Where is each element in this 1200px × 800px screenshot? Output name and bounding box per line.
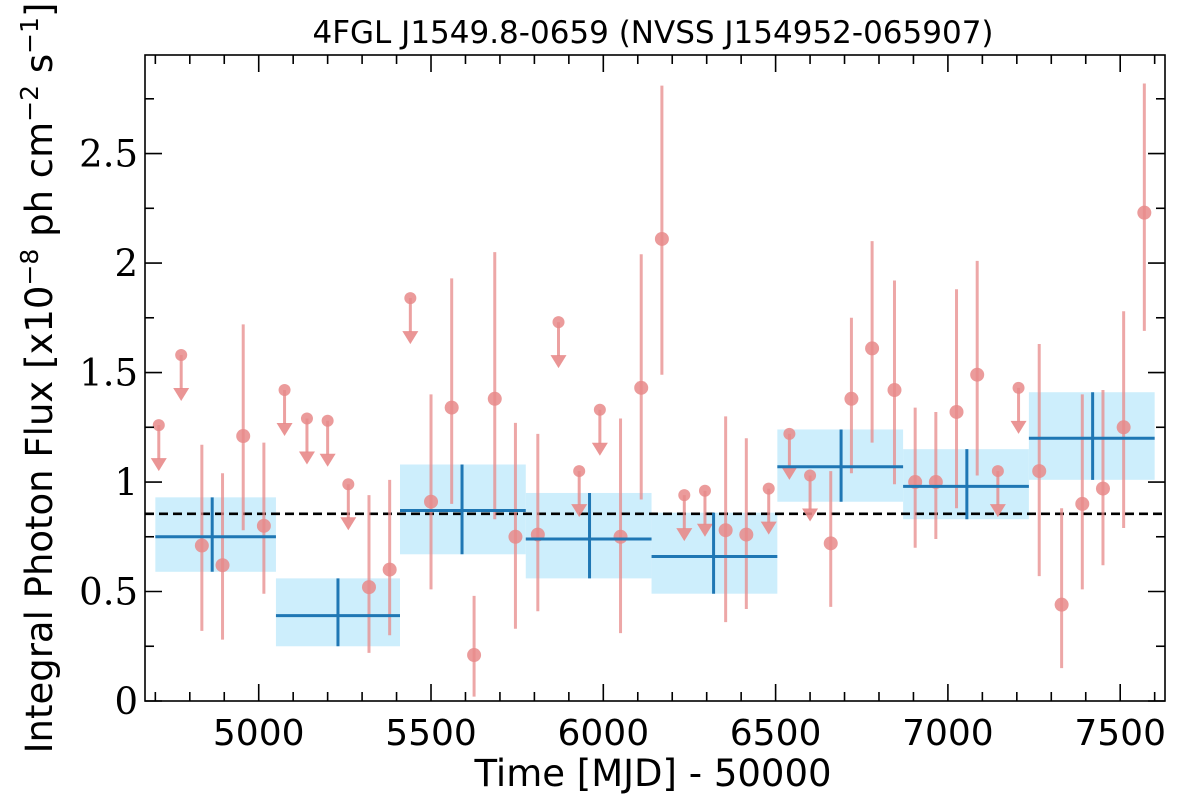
upper-limit-arrowhead	[150, 458, 167, 472]
upper-limit-arrowhead	[402, 331, 419, 345]
y-axis-label-main: Integral Photon Flux [x10	[18, 286, 61, 754]
y-tick-label: 2	[114, 242, 138, 285]
detection-point	[654, 231, 669, 246]
upper-limit-point	[593, 403, 606, 416]
x-tick-label: 6000	[557, 713, 649, 754]
detection-point	[444, 400, 459, 415]
bin-uncertainty-box	[155, 497, 276, 572]
upper-limit-point	[698, 484, 711, 497]
upper-limit-arrowhead	[676, 528, 693, 542]
upper-limit-point	[175, 349, 188, 362]
detection-point	[487, 391, 502, 406]
chart-title: 4FGL J1549.8-0659 (NVSS J154952-065907)	[312, 15, 993, 51]
upper-limit-point	[991, 465, 1004, 478]
y-axis-label: Integral Photon Flux [x10−8 ph cm−2 s−1]	[15, 3, 61, 754]
upper-limit-point	[783, 427, 796, 440]
upper-limit-arrowhead	[571, 504, 588, 518]
upper-limit-point	[762, 482, 775, 495]
detection-point	[739, 527, 754, 542]
upper-limit-arrowhead	[319, 453, 336, 467]
upper-limit-point	[573, 465, 586, 478]
y-axis-label-exp-area: −2	[15, 85, 44, 122]
x-tick-label: 7000	[902, 713, 994, 754]
upper-limit-point	[300, 412, 313, 425]
detection-point	[634, 380, 649, 395]
detection-point	[236, 429, 251, 444]
upper-limit-arrowhead	[802, 508, 819, 522]
detection-point	[1054, 597, 1069, 612]
binned-flux-fill-layer	[155, 392, 1155, 647]
detection-point	[1116, 420, 1131, 435]
detection-point	[1137, 205, 1152, 220]
upper-limit-arrowhead	[591, 442, 608, 456]
detection-point	[970, 367, 985, 382]
y-axis-label-close: ]	[18, 3, 61, 17]
y-tick-label: 0.5	[79, 571, 138, 614]
detection-point	[949, 404, 964, 419]
y-tick-label: 1.5	[79, 352, 138, 395]
upper-limit-point	[552, 316, 565, 329]
detection-point	[215, 558, 230, 573]
detection-point	[1095, 481, 1110, 496]
x-axis-label: Time [MJD] - 50000	[473, 752, 831, 795]
upper-limits-layer	[150, 292, 1027, 542]
upper-limit-arrowhead	[989, 504, 1006, 518]
upper-limit-arrowhead	[760, 521, 777, 535]
x-tick-label: 6500	[730, 713, 822, 754]
upper-limit-arrowhead	[173, 388, 190, 402]
upper-limit-point	[678, 489, 691, 502]
detection-point	[865, 341, 880, 356]
upper-limit-point	[342, 478, 355, 491]
upper-limit-point	[278, 384, 291, 397]
detection-point	[1032, 464, 1047, 479]
detection-point	[718, 523, 733, 538]
detection-point	[424, 494, 439, 509]
detections-layer	[194, 83, 1152, 697]
x-tick-label: 7500	[1074, 713, 1166, 754]
upper-limit-arrowhead	[340, 517, 357, 531]
detection-point	[508, 529, 523, 544]
detection-point	[1075, 496, 1090, 511]
plot-frame	[144, 54, 1166, 702]
detection-point	[382, 562, 397, 577]
x-tick-label: 5500	[385, 713, 477, 754]
y-axis-label-units: ph cm	[18, 122, 61, 249]
upper-limit-point	[804, 469, 817, 482]
upper-limit-arrowhead	[1010, 420, 1027, 434]
detection-point	[823, 536, 838, 551]
y-tick-label: 2.5	[79, 133, 138, 176]
upper-limit-point	[404, 292, 417, 305]
y-axis-label-seconds: s	[18, 54, 61, 85]
y-tick-label: 1	[114, 461, 138, 504]
upper-limit-arrowhead	[781, 466, 798, 480]
upper-limit-arrowhead	[276, 423, 293, 437]
upper-limit-point	[1012, 381, 1025, 394]
detection-point	[613, 529, 628, 544]
binned-flux-errorbar-layer	[155, 392, 1155, 647]
y-tick-label: 0	[114, 680, 138, 723]
upper-limit-point	[152, 419, 165, 432]
axis-ticks-layer	[145, 55, 1165, 702]
upper-limit-arrowhead	[550, 355, 567, 369]
detection-point	[467, 648, 482, 663]
detection-point	[887, 383, 902, 398]
tick-labels-layer: 5000 5500 6000 6500 7000 7500 0 0.5 1 1.5 2 2.5	[79, 133, 1166, 754]
detection-point	[256, 518, 271, 533]
y-axis-label-exp-time: −1	[15, 17, 44, 54]
upper-limit-arrowhead	[298, 451, 315, 465]
upper-limit-point	[321, 414, 334, 427]
detection-point	[361, 580, 376, 595]
y-axis-label-exp-flux: −8	[15, 249, 44, 286]
detection-point	[844, 391, 859, 406]
x-tick-label: 5000	[213, 713, 305, 754]
upper-limit-arrowhead	[696, 523, 713, 537]
detection-point	[194, 538, 209, 553]
